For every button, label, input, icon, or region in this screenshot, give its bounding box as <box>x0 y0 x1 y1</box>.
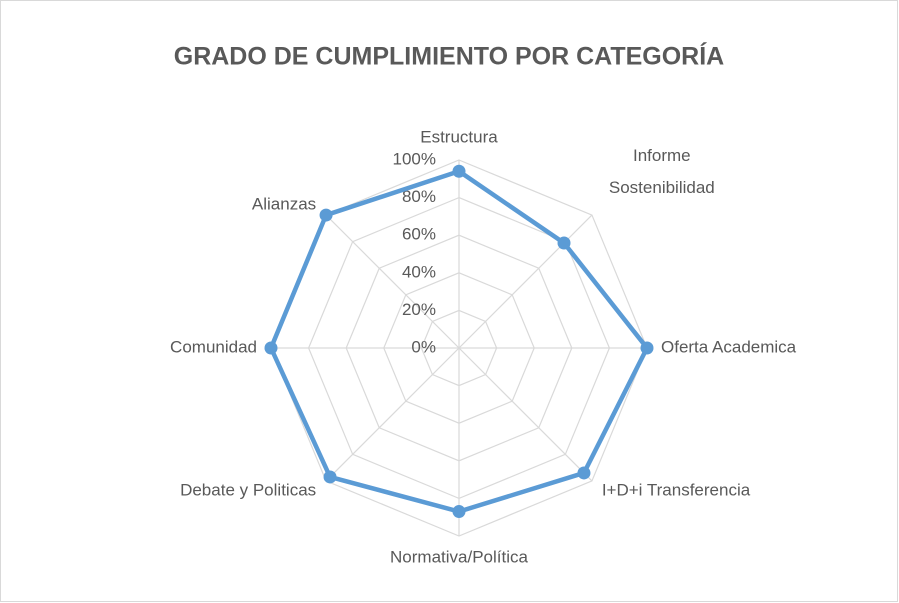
spoke <box>458 347 593 482</box>
spoke <box>325 347 460 482</box>
category-label: Alianzas <box>252 195 316 214</box>
data-point <box>323 470 337 484</box>
tick-label: 100% <box>393 149 436 168</box>
data-point <box>640 341 654 355</box>
category-label: Normativa/Política <box>390 547 528 566</box>
data-point <box>264 341 278 355</box>
data-point <box>577 466 591 480</box>
spoke <box>325 214 460 349</box>
tick-label: 40% <box>402 262 436 281</box>
category-label: Informe Sostenibilidad <box>609 147 715 198</box>
data-point <box>557 236 571 250</box>
category-label: I+D+i Transferencia <box>602 480 751 499</box>
data-point <box>452 164 466 178</box>
tick-label: 80% <box>402 187 436 206</box>
category-label: Debate y Politicas <box>180 480 316 499</box>
category-label: Oferta Academica <box>661 337 797 356</box>
data-point <box>452 505 466 519</box>
category-label: Estructura <box>420 127 498 146</box>
data-point <box>319 208 333 222</box>
category-label: Comunidad <box>170 337 257 356</box>
tick-label: 0% <box>411 337 436 356</box>
tick-label: 20% <box>402 300 436 319</box>
spoke <box>458 214 593 349</box>
tick-label: 60% <box>402 225 436 244</box>
chart-title: GRADO DE CUMPLIMIENTO POR CATEGORÍA <box>174 42 724 71</box>
